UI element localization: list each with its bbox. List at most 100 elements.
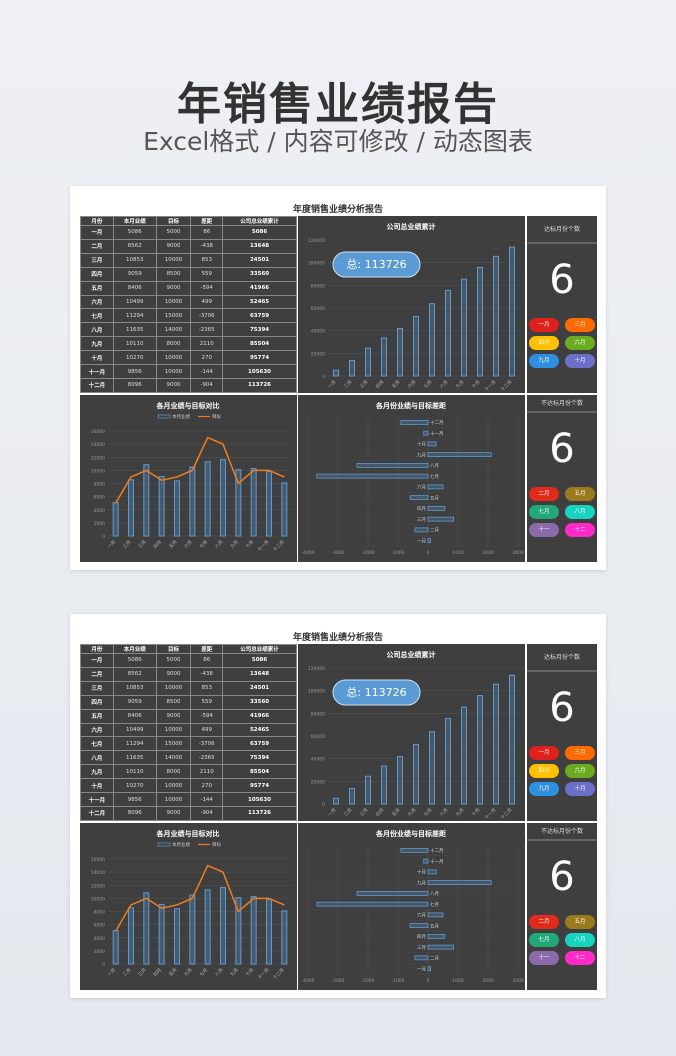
table-cell: -904 [190,805,224,822]
bar [409,923,429,929]
table-cell: -2365 [190,322,224,338]
month-pill[interactable]: 八月 [565,933,595,947]
total-badge-text: 总: 113726 [346,257,406,271]
table-cell: -438 [190,666,224,682]
month-pill[interactable]: 十月 [565,782,595,796]
table-cell: 四月 [80,266,114,282]
table-cell: 86 [190,653,224,668]
month-pill[interactable]: 二月 [529,487,559,501]
x-tick-label: 九月 [228,538,239,549]
month-pill[interactable]: 七月 [529,933,559,947]
met-kpi-label: 达标月份个数 [527,216,597,244]
bar [174,908,180,965]
category-label: 一月 [417,966,426,972]
bar [477,266,483,377]
table-cell: 13648 [222,238,297,254]
bar [493,255,499,377]
legend-label: 目标 [212,841,221,848]
month-pill[interactable]: 五月 [565,487,595,501]
x-tick-label: 十月 [470,806,481,817]
table-cell: 24501 [222,252,297,268]
x-tick-label: 1000 [452,550,464,556]
table-cell: 11635 [112,750,157,766]
month-pill[interactable]: 八月 [565,505,595,519]
month-pill[interactable]: 一月 [529,746,559,760]
chart-title: 各月业绩与目标对比 [156,401,220,410]
table-cell: 559 [190,694,224,710]
table-cell: 5000 [155,653,192,668]
table-row: 四月 9059 8500 559 33560 [80,694,297,710]
x-tick-label: 0 [427,978,430,984]
bar [427,944,454,950]
bar [333,797,339,805]
x-tick-label: 四月 [375,807,386,818]
column-header: 本月业绩 [112,644,157,654]
month-pill[interactable]: 三月 [565,318,595,332]
x-tick-label: 八月 [439,807,450,818]
table-cell: 8096 [112,805,157,822]
table-cell: 11635 [112,322,157,338]
y-tick-label: 12000 [91,883,105,889]
x-tick-label: 二月 [122,967,133,978]
table-cell: 41966 [222,280,297,296]
month-pill[interactable]: 四月 [529,336,559,350]
bar [189,894,196,965]
table-cell: 九月 [80,764,114,780]
table-cell: 41966 [222,708,297,724]
table-cell: 5000 [155,225,192,240]
month-pill[interactable]: 九月 [529,354,559,368]
month-pill[interactable]: 十二 [565,951,595,965]
x-tick-label: 三月 [359,807,370,818]
month-pill[interactable]: 十一 [529,523,559,537]
legend-label: 本月业绩 [172,413,190,420]
column-header: 月份 [80,644,114,654]
table-cell: 5086 [112,653,157,668]
table-row: 八月 11635 14000 -2365 75394 [80,750,297,766]
month-pill[interactable]: 三月 [565,746,595,760]
table-cell: 63759 [222,308,297,324]
page-subtitle: Excel格式 / 内容可修改 / 动态图表 [143,127,533,156]
missed-kpi-label: 不达标月份个数 [527,823,597,841]
month-pill[interactable]: 五月 [565,915,595,929]
month-pill[interactable]: 十一 [529,951,559,965]
chart-title: 各月份业绩与目标差距 [375,401,446,410]
table-cell: 八月 [80,322,114,338]
table-cell: 9000 [155,805,192,822]
bar [235,897,242,965]
month-pill[interactable]: 二月 [529,915,559,929]
month-pill[interactable]: 一月 [529,318,559,332]
table-cell: 63759 [222,736,297,752]
table-cell: 499 [190,294,224,310]
bar [128,907,134,965]
y-tick-label: 14000 [91,870,105,876]
x-tick-label: 三月 [359,379,370,390]
x-tick-label: 六月 [182,538,193,549]
target-comparison-panel: 各月业绩与目标对比 本月业绩 目标 0 2000 4000 6000 8000 10000 120… [80,395,297,562]
category-label: 七月 [430,901,439,908]
month-pill[interactable]: 十月 [565,354,595,368]
table-row: 二月 8562 9000 -438 13648 [80,238,297,254]
table-cell: 五月 [80,280,114,296]
x-tick-label: -3000 [331,978,344,984]
month-pill[interactable]: 六月 [565,336,595,350]
month-pill[interactable]: 四月 [529,764,559,778]
month-pill[interactable]: 十二 [565,523,595,537]
table-row: 六月 10499 10000 499 52465 [80,294,297,310]
month-pill[interactable]: 七月 [529,505,559,519]
month-pill[interactable]: 九月 [529,782,559,796]
month-pill[interactable]: 六月 [565,764,595,778]
table-cell: -438 [190,238,224,254]
y-tick-label: 20000 [311,779,325,785]
met-kpi-panel: 达标月份个数 6 一月 三月 四月 六月 九月 十月 [527,216,597,393]
bar [414,527,429,533]
met-kpi-count: 6 [549,257,575,303]
y-tick-label: 14000 [91,442,105,448]
x-tick-label: 六月 [406,806,417,817]
table-cell: 24501 [222,680,297,696]
table-cell: 9000 [155,708,192,724]
table-cell: 10499 [112,294,157,310]
table-cell: 二月 [80,666,114,682]
x-tick-label: 十月 [244,538,255,549]
table-cell: 5086 [222,653,297,668]
